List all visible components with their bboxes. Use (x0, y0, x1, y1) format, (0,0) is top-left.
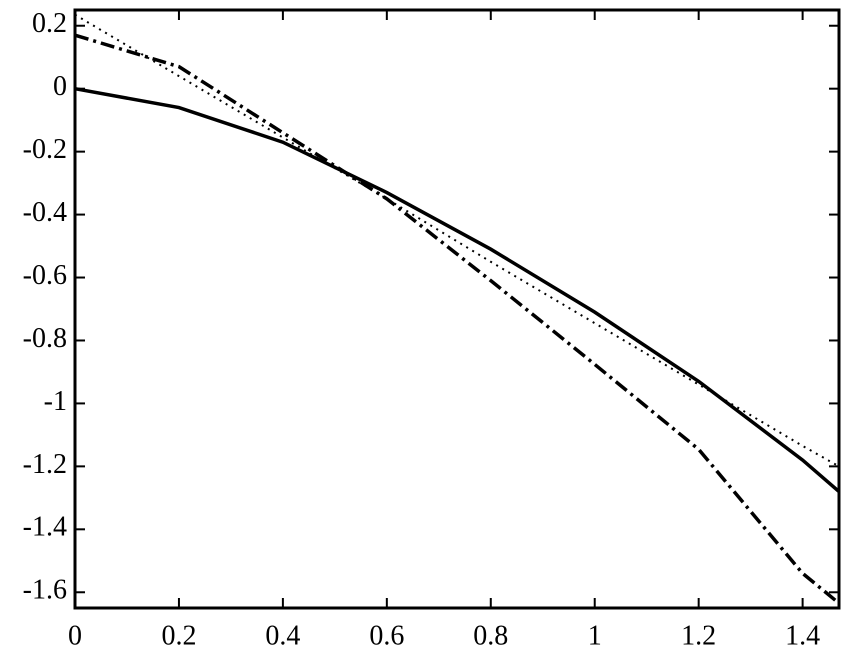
y-tick-label: -1.4 (23, 512, 67, 543)
y-tick-label: 0.2 (32, 8, 67, 39)
y-tick-label: -1.6 (23, 575, 67, 606)
line-series (74, 86, 841, 493)
x-tick-label: 1.2 (681, 620, 716, 651)
y-tick-label: -0.2 (23, 134, 67, 165)
x-tick-label: 0 (68, 620, 82, 651)
line-series (74, 13, 840, 468)
x-tick-label: 1.4 (785, 620, 820, 651)
y-tick-label: -0.6 (23, 260, 67, 291)
y-tick-label: -0.4 (23, 197, 67, 228)
y-tick-label: -1 (44, 386, 67, 417)
plot-frame (73, 8, 841, 610)
x-tick-label: 0.2 (161, 620, 196, 651)
y-tick-label: 0 (53, 71, 67, 102)
x-tick-label: 0.8 (473, 620, 508, 651)
line-series (74, 33, 841, 605)
x-tick-label: 0.4 (265, 620, 300, 651)
x-tick-label: 1 (588, 620, 602, 651)
x-tick-label: 0.6 (369, 620, 404, 651)
y-tick-label: -0.8 (23, 323, 67, 354)
y-tick-label: -1.2 (23, 449, 67, 480)
